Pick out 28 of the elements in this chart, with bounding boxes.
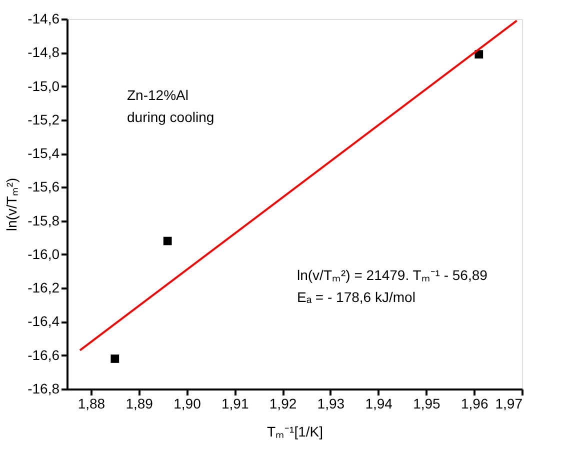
y-tick-label: -16,4	[28, 313, 60, 330]
y-tick-label: -15,0	[28, 78, 60, 94]
y-tick-label: -16,0	[28, 246, 60, 262]
x-tick-label: 1,94	[365, 396, 393, 412]
y-axis-title: ln(v/Tₘ²)	[4, 178, 20, 232]
x-tick-label: 1,89	[126, 396, 154, 412]
y-tick-label: -15,2	[28, 111, 60, 128]
y-tick-label: -14,6	[28, 10, 60, 26]
point	[163, 236, 172, 246]
x-tick-label: 1,93	[317, 396, 345, 412]
point	[110, 354, 120, 363]
y-tick-label: -16,8	[28, 380, 60, 396]
y-tick-label: -16,6	[28, 346, 60, 363]
annotation: ln(v/Tₘ²) = 21479. Tₘ⁻¹ - 56,89 Eₐ = - 178,6 kJ/mol	[297, 267, 488, 305]
y-tick-label: -15,6	[28, 178, 60, 195]
y-tick-label: -14,8	[28, 44, 60, 60]
x-axis-title: Tₘ⁻¹[1/K]	[266, 424, 324, 440]
x-tick-label: 1,95	[413, 396, 441, 412]
annotation: Zn-12%Al during cooling	[127, 87, 214, 125]
y-tick-label: -15,4	[28, 145, 60, 162]
x-tick-label: 1,91	[222, 396, 249, 412]
x-tick-label: 1,92	[269, 396, 297, 412]
x-tick-label: 1,88	[78, 396, 106, 412]
y-tick-label: -16,2	[28, 280, 60, 296]
x-tick-label: 1,90	[174, 396, 202, 412]
y-tick-label: -15,8	[28, 212, 60, 228]
x-tick-label: 1,96	[460, 396, 488, 412]
x-tick-label: 1,97	[495, 396, 523, 412]
